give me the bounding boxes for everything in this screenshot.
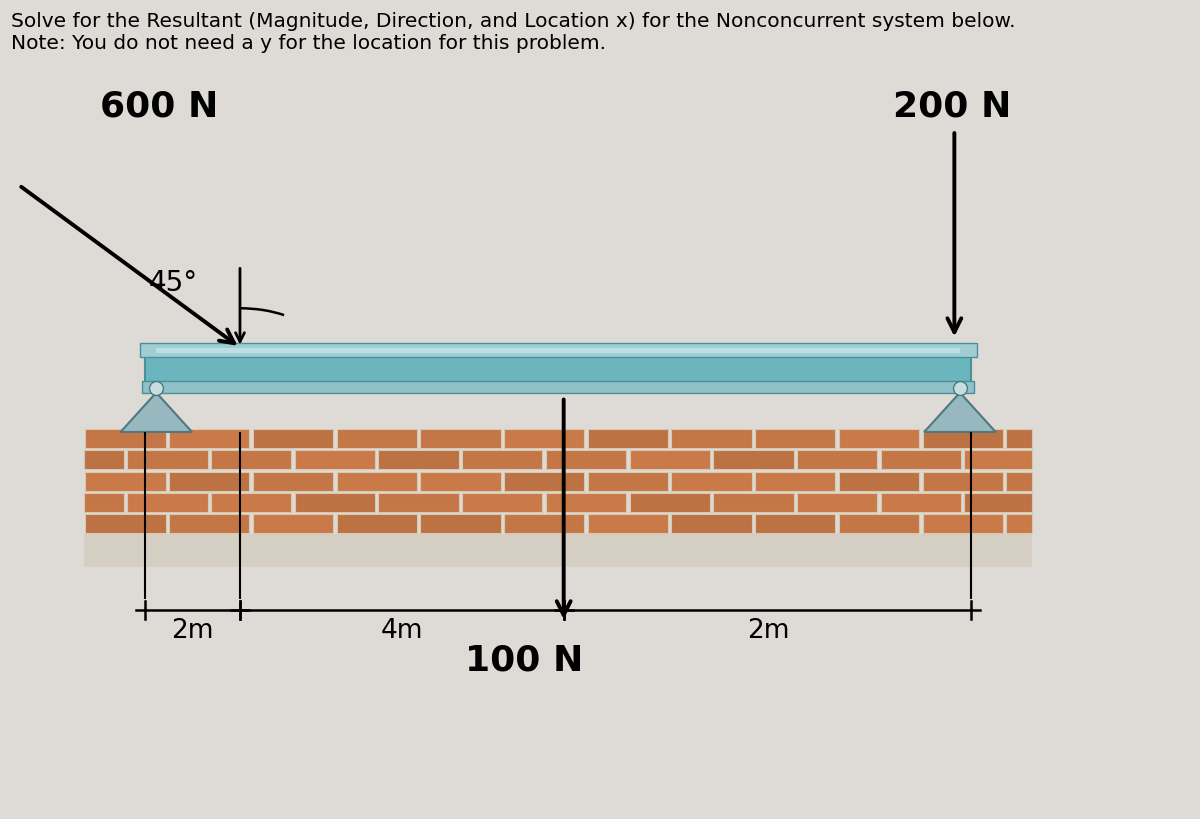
Bar	[546, 493, 626, 513]
Bar	[923, 515, 1003, 534]
Text: 600 N: 600 N	[101, 89, 218, 124]
Bar	[145, 352, 971, 389]
Bar	[253, 429, 334, 449]
Bar	[420, 515, 500, 534]
Bar	[336, 429, 416, 449]
Bar	[211, 450, 292, 469]
Bar	[462, 493, 542, 513]
Bar	[881, 493, 961, 513]
Bar	[839, 429, 919, 449]
Bar	[713, 493, 793, 513]
Bar	[755, 472, 835, 491]
Bar	[1007, 472, 1032, 491]
Bar	[630, 493, 710, 513]
Text: 4m: 4m	[380, 618, 424, 644]
Bar	[630, 450, 710, 469]
Bar	[127, 493, 208, 513]
Bar	[378, 450, 458, 469]
Bar	[671, 472, 751, 491]
Bar	[127, 450, 208, 469]
Bar	[797, 450, 877, 469]
Text: 2m: 2m	[746, 618, 790, 644]
Bar	[169, 515, 250, 534]
Bar	[253, 515, 334, 534]
Bar	[142, 382, 974, 393]
Bar	[1007, 429, 1032, 449]
Bar	[462, 450, 542, 469]
Bar	[546, 450, 626, 469]
Bar	[85, 515, 166, 534]
Bar	[504, 472, 584, 491]
Bar	[839, 515, 919, 534]
Bar	[965, 450, 1032, 469]
Bar	[923, 429, 1003, 449]
Bar	[504, 429, 584, 449]
Bar	[420, 429, 500, 449]
Bar	[84, 450, 124, 469]
Bar	[755, 429, 835, 449]
Bar	[139, 343, 977, 358]
Bar	[504, 515, 584, 534]
Bar	[378, 493, 458, 513]
Text: 45°: 45°	[149, 269, 198, 296]
Text: Note: You do not need a y for the location for this problem.: Note: You do not need a y for the locati…	[11, 34, 606, 53]
Bar	[965, 493, 1032, 513]
Bar	[169, 472, 250, 491]
Bar	[1007, 515, 1032, 534]
Bar	[881, 450, 961, 469]
Bar	[713, 450, 793, 469]
Bar	[85, 429, 166, 449]
Bar	[253, 472, 334, 491]
Bar	[336, 472, 416, 491]
Polygon shape	[924, 393, 996, 432]
Bar	[588, 429, 668, 449]
Bar	[755, 515, 835, 534]
Text: Solve for the Resultant (Magnitude, Direction, and Location x) for the Nonconcur: Solve for the Resultant (Magnitude, Dire…	[11, 12, 1015, 31]
Bar	[671, 515, 751, 534]
Bar	[839, 472, 919, 491]
Bar	[420, 472, 500, 491]
Bar	[923, 472, 1003, 491]
Bar	[295, 493, 376, 513]
Bar	[156, 349, 960, 354]
Polygon shape	[120, 393, 192, 432]
Bar	[671, 429, 751, 449]
Bar	[295, 450, 376, 469]
Bar	[84, 493, 124, 513]
Bar	[588, 515, 668, 534]
Bar	[85, 472, 166, 491]
Bar	[211, 493, 292, 513]
Bar	[588, 472, 668, 491]
Bar	[169, 429, 250, 449]
Text: 200 N: 200 N	[893, 89, 1012, 124]
Text: 100 N: 100 N	[466, 642, 584, 676]
Bar	[797, 493, 877, 513]
Bar	[336, 515, 416, 534]
Text: 2m: 2m	[170, 618, 214, 644]
Bar	[84, 535, 1032, 568]
